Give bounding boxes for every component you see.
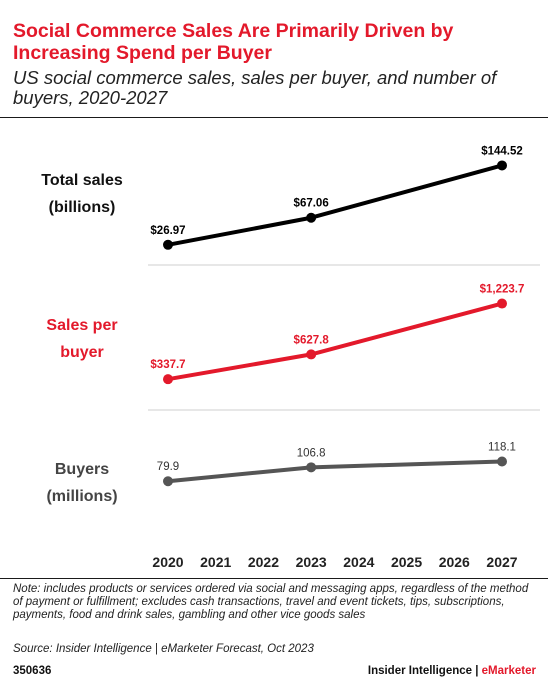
series-line-buyers: [166, 459, 504, 484]
chart-note: Note: includes products or services orde…: [13, 583, 529, 621]
panel-label-line: (billions): [48, 199, 116, 216]
data-label-sales-per-buyer-2020: $337.7: [150, 359, 185, 371]
chart-subtitle: US social commerce sales, sales per buye…: [13, 67, 497, 108]
data-point-sales-per-buyer-2027: [497, 298, 507, 309]
data-label-total-sales-2027: $144.52: [481, 145, 523, 157]
data-label-buyers-2023: 106.8: [297, 447, 326, 459]
chart-source: Source: Insider Intelligence | eMarketer…: [13, 643, 314, 655]
data-point-total-sales-2023: [306, 212, 317, 223]
panel-label-line: Total sales: [41, 172, 123, 189]
data-point-buyers-2027: [497, 456, 507, 467]
panel-label-sales-per-buyer: Sales per buyer: [12, 312, 152, 366]
brand-name: Insider Intelligence: [367, 665, 473, 677]
x-tick-label-2020: 2020: [152, 554, 183, 570]
brand-logo: Insider Intelligence | eMarketer: [368, 665, 536, 677]
panel-label-line: buyer: [60, 344, 104, 361]
panel-label-buyers: Buyers (millions): [12, 456, 152, 510]
chart-plot-area: $26.97 $67.06 $144.52 $337.7 $627.8 $1,223.7 7…: [148, 145, 540, 570]
data-point-buyers-2020: [163, 476, 173, 487]
x-tick-label-2023: 2023: [296, 554, 327, 570]
series-line-total-sales: [166, 163, 504, 247]
panel-label-line: Buyers: [54, 461, 110, 478]
x-tick-label-2021: 2021: [200, 554, 231, 570]
x-tick-label-2022: 2022: [248, 554, 279, 570]
data-label-sales-per-buyer-2027: $1,223.7: [480, 284, 525, 296]
data-label-buyers-2027: 118.1: [488, 442, 516, 454]
chart-title: Social Commerce Sales Are Primarily Driv…: [13, 20, 454, 64]
panel-label-total-sales: Total sales (billions): [12, 167, 152, 221]
brand-separator: |: [472, 665, 482, 677]
data-point-buyers-2023: [306, 462, 317, 473]
x-tick-label-2026: 2026: [439, 554, 470, 570]
panel-label-line: Sales per: [46, 317, 118, 334]
series-line-sales-per-buyer: [166, 301, 504, 382]
top-divider: [0, 117, 548, 118]
bottom-divider: [0, 578, 548, 579]
x-tick-label-2024: 2024: [343, 554, 374, 570]
data-point-total-sales-2020: [163, 239, 173, 250]
data-label-total-sales-2023: $67.06: [294, 198, 329, 210]
data-point-total-sales-2027: [497, 160, 507, 171]
x-tick-label-2027: 2027: [486, 554, 517, 570]
data-point-sales-per-buyer-2023: [306, 349, 317, 360]
chart-id: 350636: [13, 665, 52, 677]
data-label-total-sales-2020: $26.97: [150, 225, 185, 237]
data-label-buyers-2020: 79.9: [157, 461, 179, 473]
brand-accent: eMarketer: [481, 665, 536, 677]
panel-label-line: (millions): [46, 488, 118, 505]
data-label-sales-per-buyer-2023: $627.8: [294, 334, 330, 346]
data-point-sales-per-buyer-2020: [163, 374, 173, 385]
x-tick-label-2025: 2025: [391, 554, 422, 570]
